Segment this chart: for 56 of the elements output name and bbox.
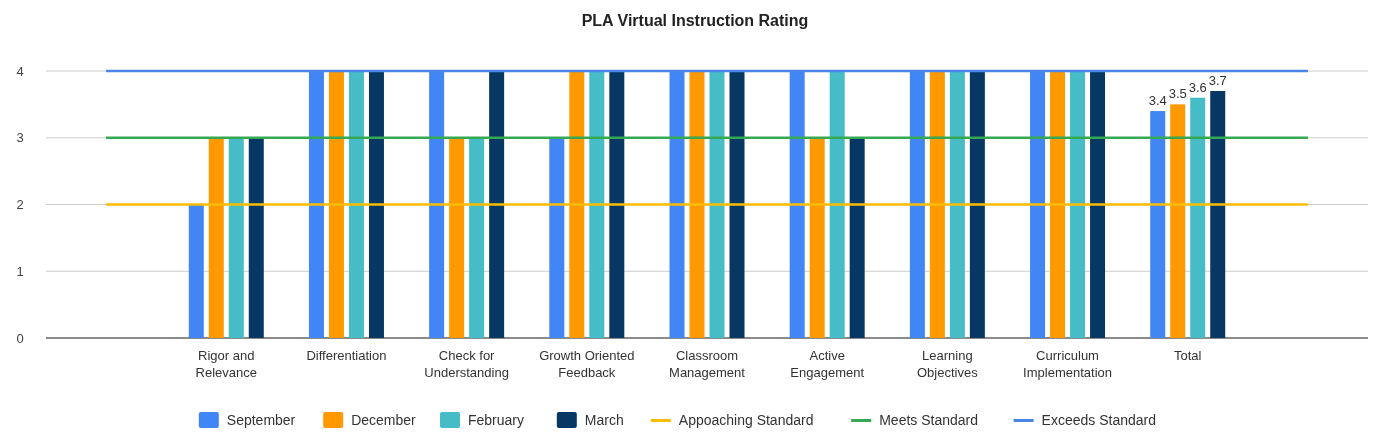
bar <box>729 71 745 338</box>
bar <box>368 71 384 338</box>
bar <box>949 71 965 338</box>
bar <box>809 137 825 338</box>
legend-label: March <box>584 412 624 428</box>
bar <box>569 71 585 338</box>
bar <box>188 204 204 338</box>
legend-label: September <box>226 412 296 428</box>
data-label: 3.6 <box>1188 79 1207 95</box>
bar <box>709 71 725 338</box>
chart-title: PLA Virtual Instruction Rating <box>581 12 809 29</box>
data-label: 3.5 <box>1168 86 1187 102</box>
bar <box>549 137 565 338</box>
bar <box>1050 71 1066 338</box>
y-tick-label: 3 <box>16 130 24 146</box>
bar <box>1170 104 1186 338</box>
data-label: 3.7 <box>1208 73 1227 89</box>
bar <box>829 71 845 338</box>
bar <box>248 137 264 338</box>
bar <box>1190 97 1206 338</box>
bar <box>589 71 605 338</box>
bar <box>348 71 364 338</box>
bar <box>328 71 344 338</box>
bar <box>1070 71 1086 338</box>
bar <box>1090 71 1106 338</box>
legend-label: Meets Standard <box>879 412 979 428</box>
y-tick-label: 0 <box>16 330 24 346</box>
y-tick-label: 2 <box>16 197 24 213</box>
x-tick-label: Check for Understanding <box>424 348 509 380</box>
bar <box>1210 91 1226 338</box>
x-tick-label: Learning Objectives <box>917 348 979 380</box>
bar <box>1150 111 1166 338</box>
bar <box>208 137 224 338</box>
legend-label: Exceeds Standard <box>1041 412 1157 428</box>
bar <box>228 137 244 338</box>
bar <box>469 137 485 338</box>
x-tick-label: Curriculum Implementation <box>1023 348 1112 380</box>
legend-label: December <box>351 412 417 428</box>
x-tick-label: Classroom Management <box>669 348 746 380</box>
x-tick-label: Active Engagement <box>790 348 865 380</box>
bar <box>489 71 505 338</box>
bar <box>969 71 985 338</box>
y-tick-label: 4 <box>16 63 24 79</box>
bar <box>449 137 465 338</box>
bar <box>689 71 705 338</box>
bar <box>609 71 625 338</box>
x-tick-label: Differentiation <box>306 348 387 363</box>
x-tick-label: Total <box>1173 348 1202 363</box>
bar <box>849 137 865 338</box>
legend-label: February <box>468 412 525 428</box>
legend-label: Appoaching Standard <box>678 412 814 428</box>
x-tick-label: Growth Oriented Feedback <box>539 348 635 380</box>
bar <box>929 71 945 338</box>
data-label: 3.4 <box>1148 93 1167 109</box>
x-tick-label: Rigor and Relevance <box>195 348 257 380</box>
y-tick-label: 1 <box>16 263 24 279</box>
